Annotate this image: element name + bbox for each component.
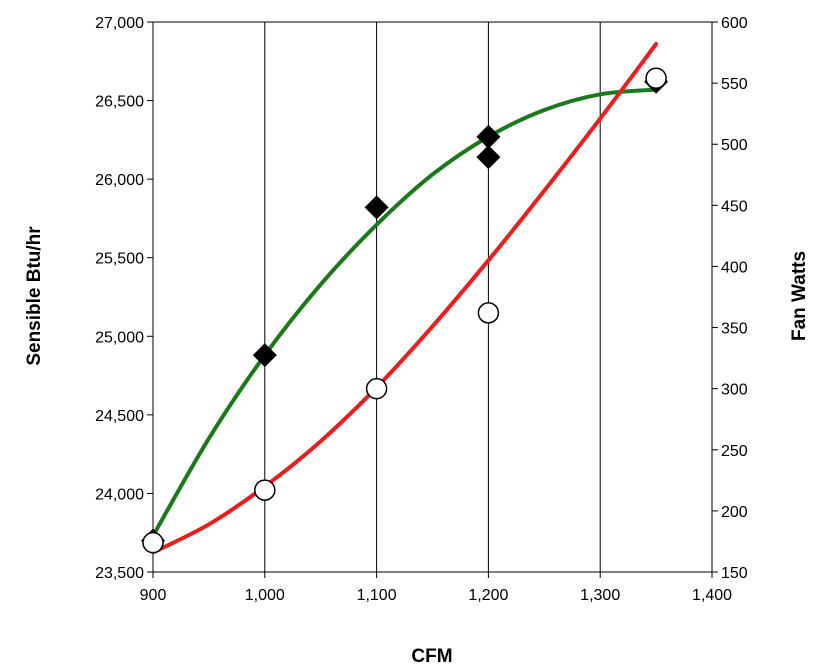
y-left-tick-label: 26,500 <box>95 94 144 111</box>
markers <box>141 67 669 554</box>
y-right-tick-labels: 150 200 250 300 350 400 450 500 550 600 <box>721 15 748 582</box>
diamond-marker <box>476 145 501 170</box>
circle-marker <box>645 67 667 89</box>
trend-lines <box>151 42 659 555</box>
y-left-tick-label: 24,000 <box>95 486 144 503</box>
x-tick-label: 900 <box>140 587 167 604</box>
x-tick-label: 1,200 <box>468 587 508 604</box>
y-right-tick-label: 400 <box>721 259 748 276</box>
trend-line-right <box>151 42 659 555</box>
x-tick-label: 1,400 <box>692 587 732 604</box>
y-left-axis-title: Sensible Btu/hr <box>24 226 45 366</box>
trend-line-left <box>151 87 659 538</box>
diamond-marker <box>364 195 389 220</box>
y-left-tick-label: 25,500 <box>95 251 144 268</box>
circle-marker <box>477 302 500 324</box>
x-tick-labels: 900 1,000 1,100 1,200 1,300 1,400 <box>140 587 732 604</box>
y-right-tick-label: 200 <box>721 504 748 521</box>
x-tick-label: 1,000 <box>245 587 285 604</box>
y-left-tick-label: 23,500 <box>95 565 144 582</box>
y-left-tick-label: 25,000 <box>95 329 144 346</box>
y-right-tick-label: 450 <box>721 198 748 215</box>
x-tick-label: 1,100 <box>357 587 397 604</box>
axes <box>147 21 718 578</box>
y-right-tick-label: 250 <box>721 443 748 460</box>
y-right-tick-label: 350 <box>721 321 748 338</box>
y-right-tick-label: 550 <box>721 76 748 93</box>
y-left-tick-labels: 23,500 24,000 24,500 25,000 25,500 26,000 26,5… <box>95 15 144 582</box>
y-right-tick-label: 150 <box>721 565 748 582</box>
circle-marker <box>254 479 276 501</box>
x-tick-label: 1,300 <box>580 587 620 604</box>
diamond-marker <box>476 124 501 149</box>
y-left-tick-label: 24,500 <box>95 408 144 425</box>
gridlines <box>153 21 712 572</box>
y-right-axis-title: Fan Watts <box>789 251 810 341</box>
circle-marker <box>365 377 388 400</box>
y-right-tick-label: 500 <box>721 137 748 154</box>
y-right-tick-label: 300 <box>721 382 748 399</box>
x-axis-title: CFM <box>411 646 452 667</box>
y-left-tick-label: 26,000 <box>95 172 144 189</box>
y-left-tick-label: 27,000 <box>95 15 144 32</box>
diamond-marker <box>252 343 277 368</box>
y-right-tick-label: 600 <box>721 15 748 32</box>
circle-marker <box>142 531 164 554</box>
